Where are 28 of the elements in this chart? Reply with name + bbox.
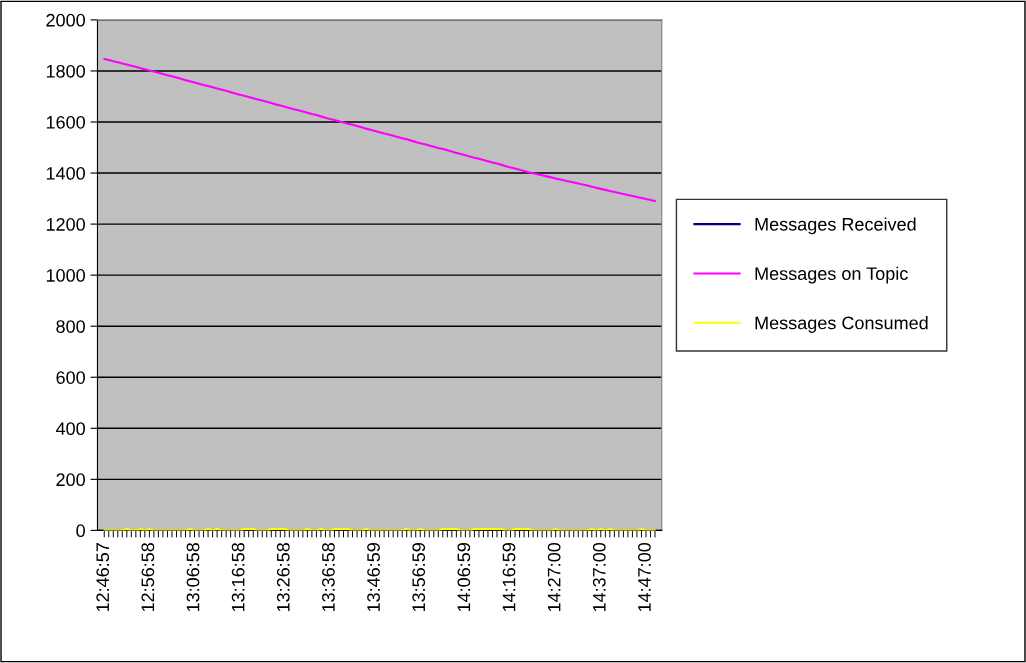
x-tick-label: 13:06:58: [186, 542, 200, 612]
y-tick-label: 2000: [46, 13, 85, 27]
y-tick-label: 600: [56, 371, 85, 384]
x-tick-label: 13:36:58: [322, 542, 335, 612]
legend-label: Messages on Topic: [755, 266, 908, 284]
x-tick-label: 14:37:00: [592, 542, 606, 612]
y-tick-label: 1800: [46, 64, 85, 78]
x-tick-label: 12:56:58: [141, 542, 155, 612]
y-tick-label: 200: [56, 473, 85, 487]
y-tick-label: 1600: [46, 115, 85, 129]
x-tick-label: 13:56:59: [412, 543, 426, 612]
x-tick-label: 14:16:59: [502, 543, 516, 612]
y-tick-label: 400: [55, 422, 85, 436]
y-tick-label: 1200: [46, 218, 85, 231]
x-tick-label: 14:47:00: [638, 542, 651, 612]
x-tick-label: 13:16:58: [231, 542, 245, 612]
legend-label: Messages Consumed: [755, 316, 928, 333]
x-tick-label: 13:46:59: [367, 543, 380, 612]
legend-label: Messages Received: [755, 217, 916, 235]
x-tick-label: 13:26:58: [276, 542, 290, 612]
x-tick-label: 14:27:00: [547, 542, 561, 612]
y-tick-label: 800: [56, 320, 85, 333]
line-series: [103, 57, 657, 203]
x-tick-label: 14:06:59: [457, 543, 471, 612]
y-tick-label: 1400: [46, 166, 85, 180]
y-tick-label: 1000: [46, 269, 85, 282]
x-tick-label: 12:46:57: [96, 543, 110, 612]
y-tick-label: 0: [76, 524, 85, 538]
